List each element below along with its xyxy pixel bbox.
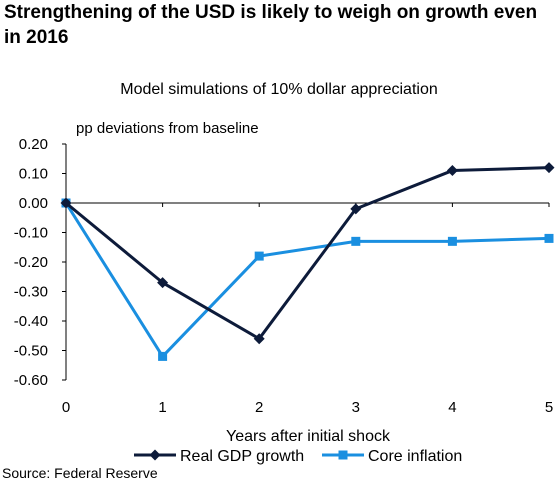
- legend-label-core-inflation: Core inflation: [368, 448, 462, 465]
- x-tick-label: 2: [255, 399, 263, 416]
- y-tick-label: 0.10: [19, 166, 48, 183]
- data-point-real-gdp-growth: [350, 203, 362, 215]
- y-tick-label: -0.20: [14, 254, 48, 271]
- source-note: Source: Federal Reserve: [2, 465, 158, 481]
- x-axis-label: Years after initial shock: [226, 428, 391, 445]
- y-tick-label: -0.10: [14, 225, 48, 242]
- y-tick-label: 0.20: [19, 136, 48, 153]
- data-point-real-gdp-growth: [60, 197, 72, 209]
- data-point-core-inflation: [544, 233, 554, 243]
- legend-label-real-gdp-growth: Real GDP growth: [180, 448, 304, 465]
- data-point-real-gdp-growth: [157, 277, 169, 289]
- headline: Strengthening of the USD is likely to we…: [4, 2, 538, 48]
- data-point-real-gdp-growth: [446, 165, 458, 177]
- chart-title: Model simulations of 10% dollar apprecia…: [120, 81, 438, 98]
- y-tick-label: -0.50: [14, 343, 48, 360]
- unit-label: pp deviations from baseline: [76, 120, 259, 137]
- data-point-real-gdp-growth: [253, 333, 265, 345]
- x-tick-label: 5: [545, 399, 553, 416]
- x-tick-label: 3: [352, 399, 360, 416]
- y-tick-label: -0.40: [14, 313, 48, 330]
- x-tick-label: 4: [448, 399, 456, 416]
- x-tick-label: 1: [158, 399, 166, 416]
- x-tick-label: 0: [62, 399, 70, 416]
- series-line-core-inflation: [64, 202, 550, 358]
- data-point-core-inflation: [158, 351, 168, 361]
- y-tick-label: -0.60: [14, 372, 48, 389]
- series-line-real-gdp-growth: [65, 166, 550, 341]
- data-point-core-inflation: [447, 236, 457, 246]
- data-point-real-gdp-growth: [543, 162, 555, 174]
- data-point-core-inflation: [254, 251, 264, 261]
- y-tick-label: 0.00: [19, 195, 48, 212]
- data-point-core-inflation: [351, 236, 361, 246]
- y-tick-label: -0.30: [14, 284, 48, 301]
- legend-marker-core-inflation: [338, 450, 348, 460]
- legend-marker-real-gdp-growth: [149, 449, 161, 461]
